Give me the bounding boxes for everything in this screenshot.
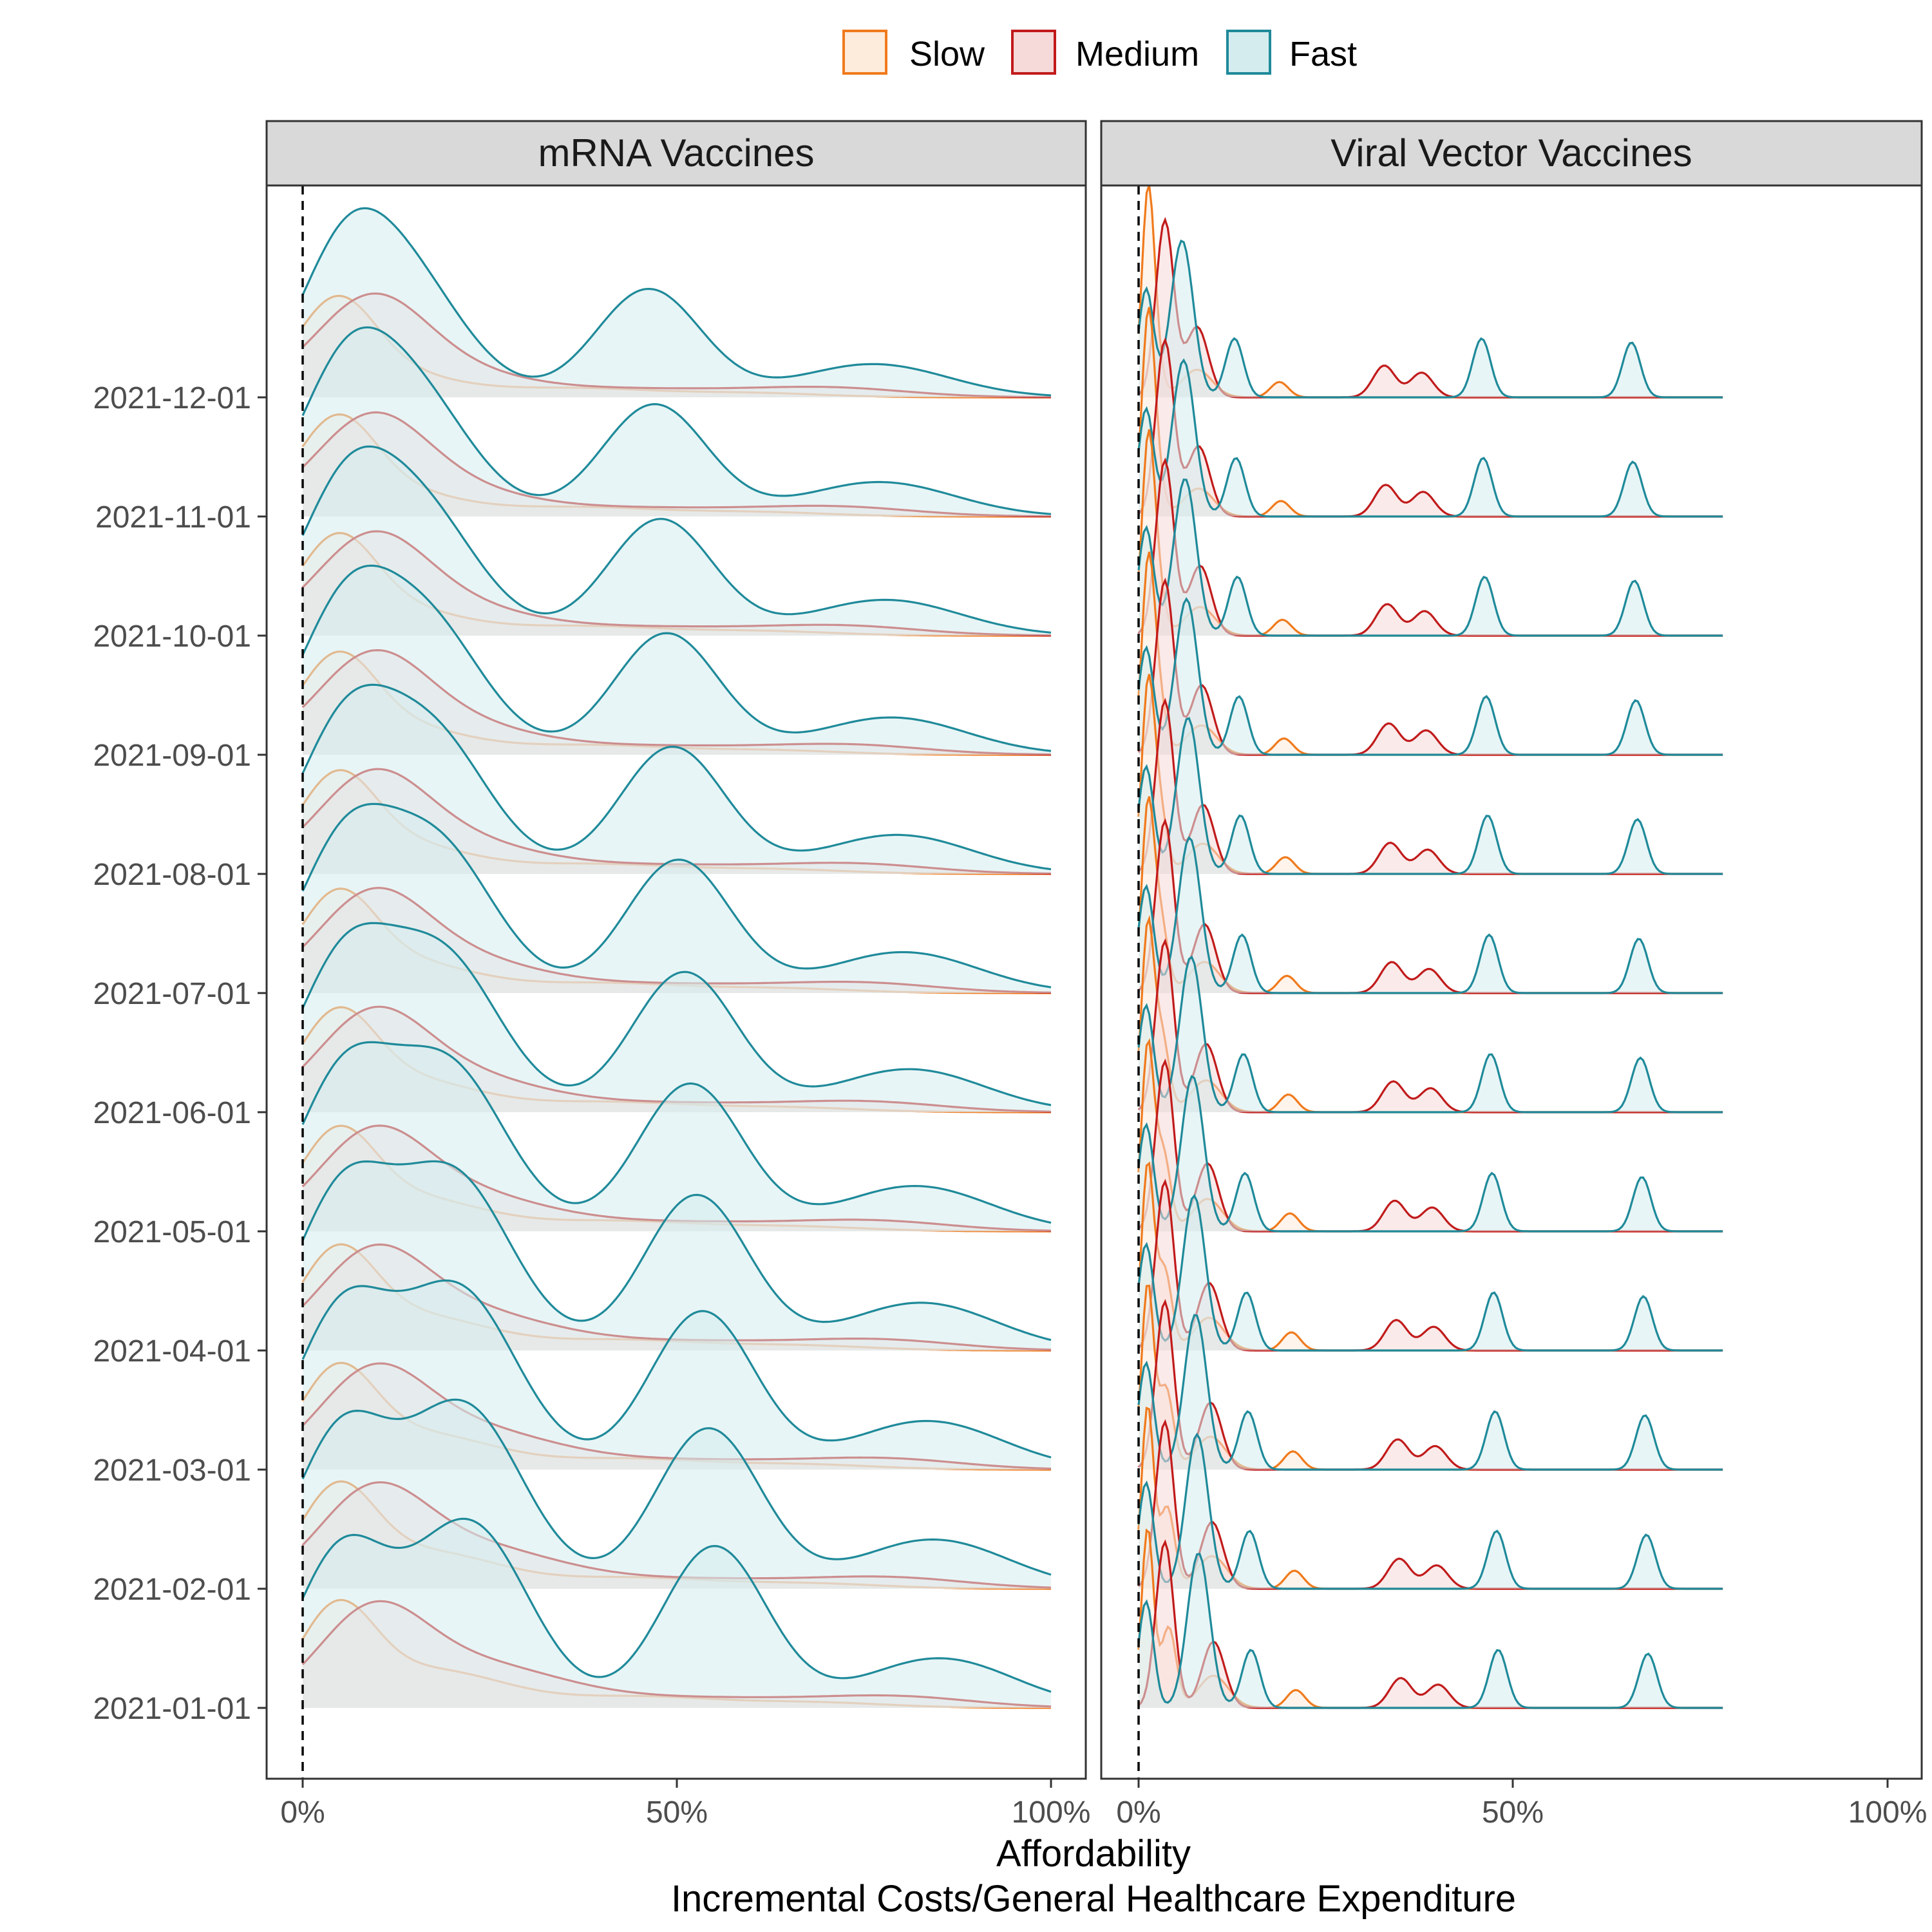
ridge-line-fast-2021-01-01 [1137, 1552, 1723, 1709]
x-tick-label: 0% [1116, 1795, 1160, 1830]
ridge-line-fast-2021-11-01 [1137, 358, 1723, 518]
ridge-line-fast-2021-12-01 [1137, 239, 1723, 399]
ridge-area-fast-2021-01-01 [303, 1519, 1051, 1708]
ridge-line-fast-2021-07-01 [301, 802, 1052, 989]
ridge-line-fast-2021-12-01 [301, 207, 1052, 397]
y-tick-label: 2021-05-01 [93, 1215, 251, 1249]
ridge-line-fast-2021-07-01 [1137, 836, 1723, 994]
ridge-area-fast-2021-09-01 [1139, 599, 1723, 755]
ridge-line-fast-2021-09-01 [1137, 597, 1723, 756]
x-axis: 0% 50% 100% 0% 50% 100% [280, 1779, 1927, 1830]
y-tick-label: 2021-10-01 [93, 620, 251, 654]
legend-swatch-medium [1011, 30, 1056, 75]
ridge-area-fast-2021-06-01 [303, 923, 1051, 1112]
ridge-line-fast-2021-06-01 [301, 922, 1052, 1106]
ridge-line-fast-2021-09-01 [301, 564, 1052, 752]
ridge-area-fast-2021-11-01 [303, 327, 1051, 516]
y-tick-label: 2021-08-01 [93, 858, 251, 892]
panel-strip-left: mRNA Vaccines [265, 120, 1087, 187]
ridge-line-fast-2021-04-01 [1137, 1193, 1723, 1352]
ridge-area-fast-2021-07-01 [303, 804, 1051, 993]
y-tick-label: 2021-01-01 [93, 1692, 251, 1726]
ridge-area-fast-2021-08-01 [303, 685, 1051, 874]
ridge-area-fast-2021-11-01 [1139, 360, 1723, 516]
ridge-line-fast-2021-03-01 [1137, 1314, 1723, 1471]
ridge-line-fast-2021-04-01 [301, 1160, 1052, 1341]
y-tick-label: 2021-03-01 [93, 1454, 251, 1488]
ridge-line-fast-2021-05-01 [1137, 1075, 1723, 1233]
legend-label-fast: Fast [1289, 35, 1357, 73]
ridge-area-fast-2021-08-01 [1139, 718, 1723, 874]
ridge-line-fast-2021-10-01 [301, 445, 1052, 634]
ridge-line-fast-2021-01-01 [301, 1517, 1052, 1693]
ridge-area-fast-2021-05-01 [303, 1042, 1051, 1231]
ridge-area-fast-2021-10-01 [303, 446, 1051, 636]
x-tick-label: 100% [1012, 1795, 1091, 1830]
x-axis-title: Affordability [996, 1833, 1191, 1875]
y-tick-label: 2021-04-01 [93, 1334, 251, 1368]
y-tick-label: 2021-02-01 [93, 1573, 251, 1607]
panel-border-right [1100, 184, 1923, 1780]
y-tick-label: 2021-07-01 [93, 977, 251, 1011]
x-tick-label: 50% [646, 1795, 708, 1830]
legend-swatch-slow [842, 30, 887, 75]
ridge-area-fast-2021-01-01 [1139, 1553, 1723, 1708]
legend-label-medium: Medium [1075, 35, 1199, 73]
ridge-line-fast-2021-11-01 [301, 326, 1052, 515]
ridge-line-fast-2021-02-01 [301, 1398, 1052, 1576]
x-tick-label: 100% [1848, 1795, 1927, 1830]
ridge-line-fast-2021-08-01 [1137, 717, 1723, 875]
ridge-line-fast-2021-05-01 [301, 1041, 1052, 1224]
y-tick-label: 2021-11-01 [95, 500, 251, 535]
y-axis: 2021-01-01 2021-02-01 2021-03-01 2021-04-01… [93, 381, 267, 1726]
y-tick-label: 2021-06-01 [93, 1096, 251, 1130]
legend-swatch-fast [1226, 30, 1271, 75]
ridge-line-fast-2021-08-01 [301, 683, 1052, 871]
x-tick-label: 0% [280, 1795, 325, 1830]
ridge-area-fast-2021-09-01 [303, 565, 1051, 755]
panel-title-right: Viral Vector Vaccines [1331, 131, 1692, 175]
panel-title-left: mRNA Vaccines [538, 131, 814, 175]
legend: Slow Medium Fast [842, 30, 1357, 75]
ridge-line-fast-2021-10-01 [1137, 478, 1723, 637]
ridge-area-fast-2021-10-01 [1139, 479, 1723, 636]
x-axis-subtitle: Incremental Costs/General Healthcare Exp… [671, 1878, 1516, 1920]
legend-label-slow: Slow [909, 35, 985, 73]
ridge-line-fast-2021-03-01 [301, 1279, 1052, 1459]
panel-strip-right: Viral Vector Vaccines [1100, 120, 1923, 187]
x-tick-label: 50% [1482, 1795, 1544, 1830]
y-tick-label: 2021-12-01 [93, 381, 251, 415]
ridge-line-fast-2021-06-01 [1137, 955, 1723, 1113]
ridge-line-fast-2021-02-01 [1137, 1432, 1723, 1590]
panel-mrna [301, 185, 1052, 1779]
ridge-area-fast-2021-12-01 [1139, 241, 1723, 397]
y-tick-label: 2021-09-01 [93, 739, 251, 773]
panel-viral-vector [1137, 184, 1723, 1779]
